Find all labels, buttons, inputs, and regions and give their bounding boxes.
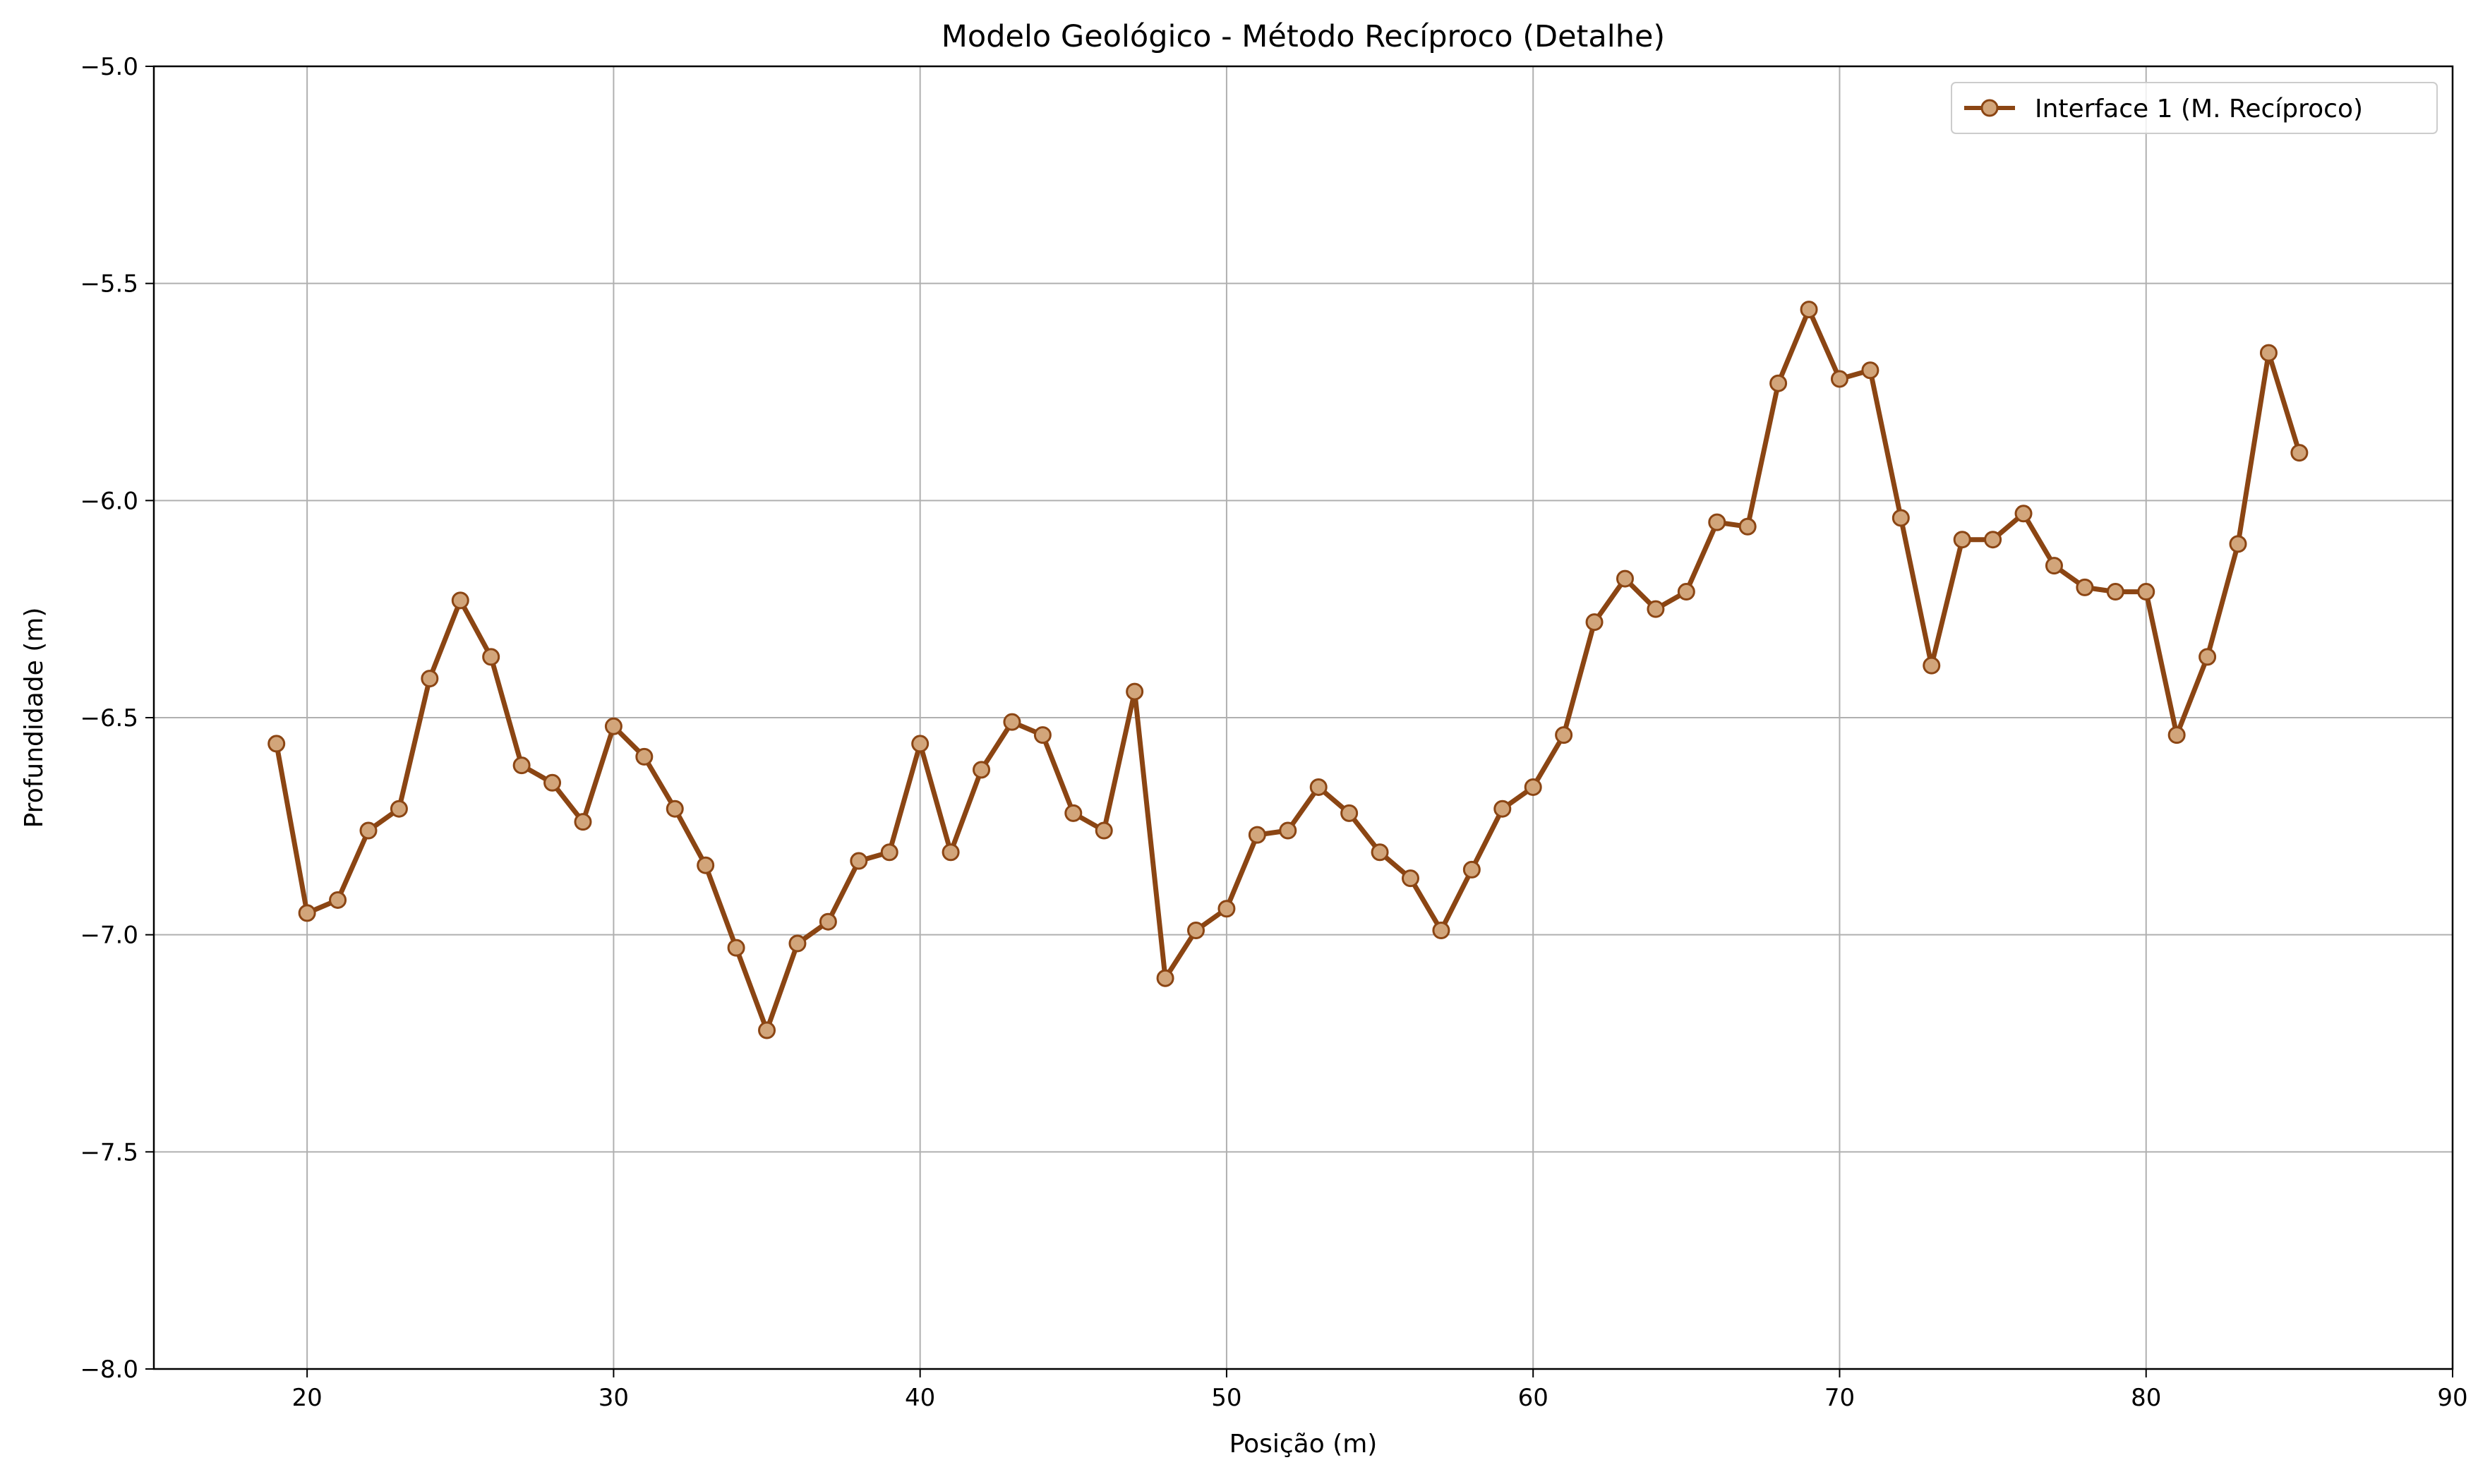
y-tick-label: −5.0 [80, 53, 138, 81]
data-point [1738, 517, 1757, 536]
data-point [1126, 682, 1144, 701]
data-point [298, 904, 316, 922]
y-axis-title: Profundidade (m) [20, 608, 49, 828]
data-point [635, 747, 654, 766]
ticks: 20 30 40 50 60 70 80 90 −8.0 −7.5 −7.0 −6.5 −6.0 −5.5… [80, 53, 2467, 1412]
x-tick-label: 60 [1518, 1384, 1548, 1412]
data-point [1064, 804, 1083, 822]
data-point [421, 670, 439, 688]
data-point [2199, 648, 2217, 666]
data-point [666, 800, 684, 818]
data-point [390, 800, 408, 818]
data-point [1248, 826, 1266, 844]
data-point [1800, 301, 1818, 319]
y-tick-label: −5.5 [80, 270, 138, 298]
x-tick-label: 70 [1824, 1384, 1855, 1412]
data-point [359, 821, 378, 840]
data-point [574, 813, 592, 831]
data-point [973, 761, 991, 779]
data-point [1769, 374, 1788, 392]
y-tick-label: −7.5 [80, 1138, 138, 1166]
data-point [1340, 804, 1359, 822]
y-tick-label: −6.5 [80, 704, 138, 732]
data-point [1585, 613, 1604, 632]
data-point [1861, 361, 1879, 380]
x-tick-label: 90 [2437, 1384, 2467, 1412]
data-point [911, 735, 930, 753]
data-point [2137, 583, 2155, 601]
data-point [1371, 843, 1389, 862]
x-tick-label: 50 [1211, 1384, 1241, 1412]
data-point [1891, 509, 1910, 527]
data-point [1555, 726, 1573, 744]
y-tick-label: −6.0 [80, 487, 138, 515]
data-point [1217, 900, 1236, 918]
data-point [1003, 713, 1021, 731]
data-point [604, 717, 622, 735]
legend: Interface 1 (M. Recíproco) [1951, 82, 2438, 134]
data-point [1432, 922, 1450, 940]
data-point [1984, 531, 2002, 549]
data-point [1647, 600, 1665, 618]
data-point [451, 591, 469, 610]
data-point [2167, 726, 2186, 744]
data-point [819, 912, 837, 931]
x-axis-title: Posição (m) [1229, 1430, 1378, 1459]
data-point [1708, 513, 1726, 531]
data-point [1923, 656, 1941, 675]
data-point [788, 934, 807, 953]
data-point [1033, 726, 1052, 744]
legend-marker-sample [1980, 99, 1999, 117]
data-point [1309, 778, 1328, 796]
data-point [1156, 969, 1174, 987]
data-point [329, 891, 347, 909]
data-point [1616, 569, 1634, 588]
data-point [880, 843, 898, 862]
data-point [2014, 505, 2033, 523]
data-point [1830, 370, 1848, 388]
data-point [942, 843, 960, 862]
data-point [1187, 922, 1205, 940]
data-point [2106, 583, 2124, 601]
data-point [1095, 821, 1113, 840]
chart-title: Modelo Geológico - Método Recíproco (Det… [942, 19, 1665, 54]
data-point [1953, 531, 1971, 549]
x-tick-label: 40 [905, 1384, 935, 1412]
y-tick-label: −8.0 [80, 1356, 138, 1384]
data-point [758, 1021, 776, 1039]
data-point [1401, 869, 1419, 888]
legend-box [1951, 82, 2438, 134]
data-point [1524, 778, 1542, 796]
grid [154, 66, 2453, 1370]
data-point [2290, 444, 2309, 462]
data-point [2259, 344, 2278, 362]
series-layer [267, 301, 2309, 1039]
data-point [697, 856, 715, 874]
data-point [267, 735, 286, 753]
y-tick-label: −7.0 [80, 922, 138, 950]
x-tick-label: 30 [599, 1384, 629, 1412]
data-point [1462, 860, 1481, 879]
data-point [2076, 578, 2094, 596]
legend-label: Interface 1 (M. Recíproco) [2035, 95, 2363, 123]
data-point [512, 756, 531, 775]
data-point [482, 648, 500, 666]
data-point [727, 939, 745, 957]
x-tick-label: 80 [2131, 1384, 2161, 1412]
data-point [1493, 800, 1512, 818]
data-point [1279, 821, 1297, 840]
x-tick-label: 20 [292, 1384, 323, 1412]
data-point [2229, 535, 2247, 553]
data-point [2045, 557, 2063, 575]
data-point [850, 852, 868, 870]
data-point [543, 773, 562, 792]
data-point [1677, 583, 1695, 601]
